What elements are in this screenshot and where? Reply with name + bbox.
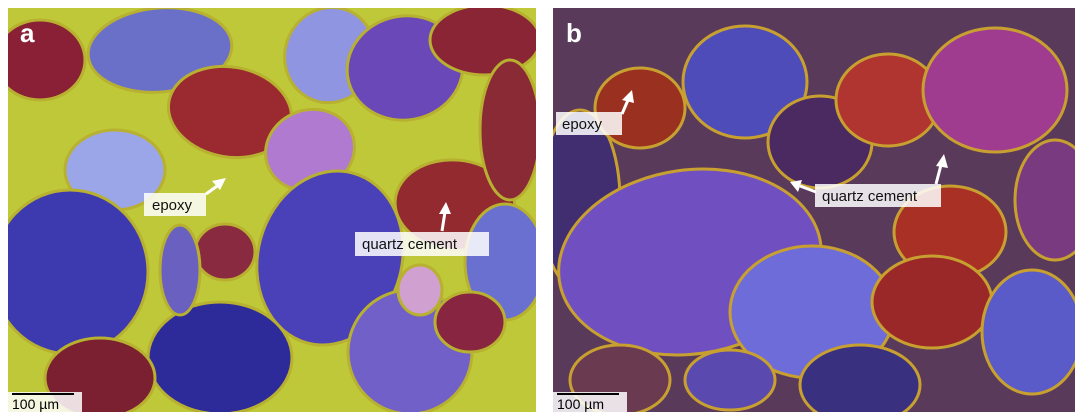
scale-bar-label: 100 µm xyxy=(12,396,59,412)
grain xyxy=(800,345,920,412)
annotation: quartz cement xyxy=(822,188,918,205)
panel-b-grains xyxy=(540,26,1075,412)
panel-label: a xyxy=(20,18,35,48)
grain xyxy=(148,302,292,412)
panel-label: b xyxy=(566,18,582,48)
grain xyxy=(398,265,442,315)
grain xyxy=(595,68,685,148)
grain xyxy=(160,225,200,315)
annotation: quartz cement xyxy=(362,236,458,253)
figure: a epoxy quartz cement 100 µm b epoxy qua… xyxy=(0,0,1075,412)
scale-bar xyxy=(12,393,74,395)
grain xyxy=(0,20,85,100)
annotation: epoxy xyxy=(152,197,193,214)
grain xyxy=(0,190,148,354)
grain xyxy=(872,256,992,348)
grain xyxy=(685,350,775,410)
grain xyxy=(195,224,255,280)
grain xyxy=(480,60,540,200)
annotation: epoxy xyxy=(562,116,603,133)
scale-bar-label: 100 µm xyxy=(557,396,604,412)
scale-bar xyxy=(557,393,619,395)
grain xyxy=(430,5,540,75)
grain xyxy=(923,28,1067,152)
grain xyxy=(982,270,1075,394)
grain xyxy=(435,292,505,352)
